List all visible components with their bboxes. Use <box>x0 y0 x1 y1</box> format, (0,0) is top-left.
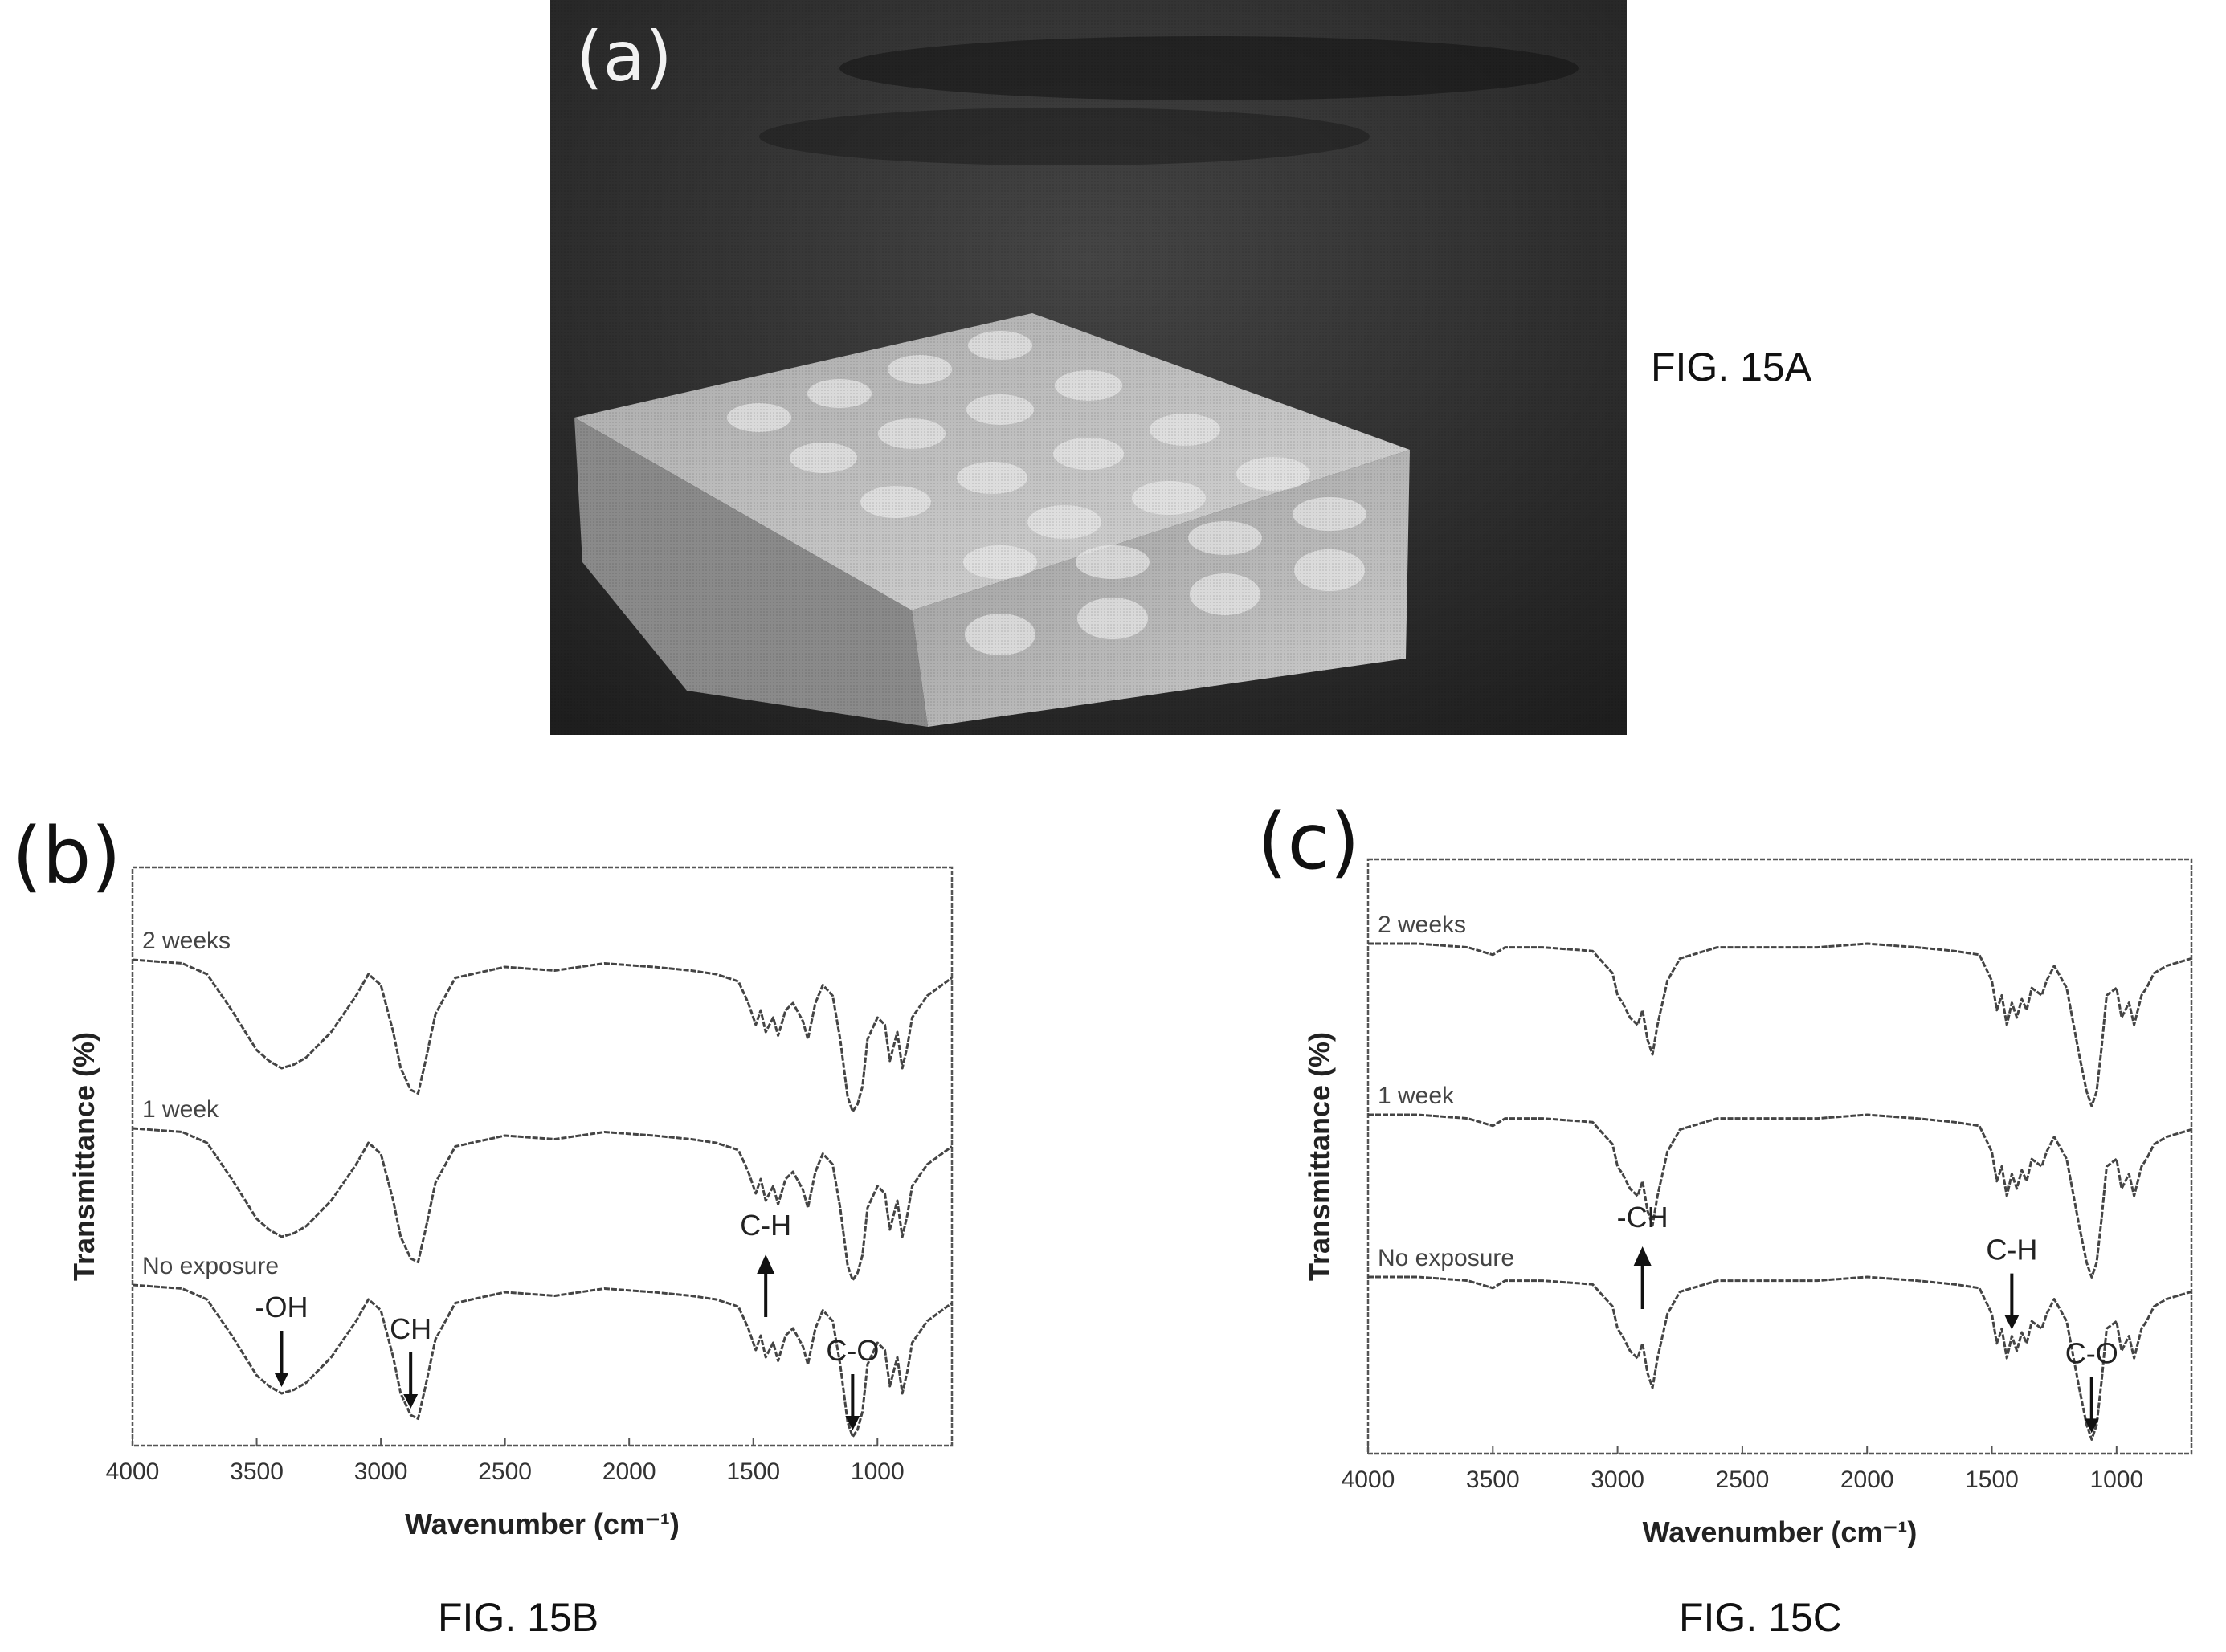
arrow-head-icon <box>1633 1246 1652 1266</box>
annotation: -OH <box>255 1291 308 1387</box>
annotation: C-H <box>1986 1234 2037 1330</box>
annotation-label: C-H <box>740 1209 791 1242</box>
x-tick-label: 3000 <box>1591 1466 1644 1493</box>
series-line <box>132 1283 953 1438</box>
x-tick-label: 3500 <box>230 1458 284 1485</box>
annotation: C-H <box>740 1209 791 1317</box>
annotation-label: CH <box>390 1312 431 1345</box>
panel-letter-b: (b) <box>12 811 121 901</box>
annotation-label: C-H <box>1986 1234 2037 1267</box>
x-tick-label: 2500 <box>1716 1466 1770 1493</box>
annotation-label: -CH <box>1617 1201 1668 1234</box>
x-tick-label: 3000 <box>354 1458 408 1485</box>
x-tick-label: 4000 <box>106 1458 160 1485</box>
arrow-head-icon <box>274 1373 289 1387</box>
series-label: 1 week <box>1378 1083 1455 1109</box>
y-axis-title: Transmittance (%) <box>67 1032 100 1281</box>
arrow-head-icon <box>845 1416 860 1430</box>
ftir-chart-c-svg: 4000 3500 3000 2500 2000 1500 1000 Wavenumber (… <box>1303 858 2193 1548</box>
x-tick-label: 2500 <box>478 1458 532 1485</box>
annotation-label: C-O <box>826 1334 879 1367</box>
annotation: CH <box>390 1312 431 1409</box>
series-line <box>132 1127 953 1282</box>
x-tick-label: 3500 <box>1466 1466 1520 1493</box>
foam-block-photo <box>550 0 1627 735</box>
panel-letter-c: (c) <box>1257 797 1360 887</box>
x-tick-label: 2000 <box>602 1458 656 1485</box>
series-label: No exposure <box>1378 1245 1514 1271</box>
x-tick-label: 4000 <box>1342 1466 1395 1493</box>
annotation: C-O <box>826 1334 879 1430</box>
series-label: 1 week <box>142 1096 219 1123</box>
plot-frame <box>131 866 954 1447</box>
series-line <box>132 958 953 1113</box>
arrow-head-icon <box>2004 1315 2020 1330</box>
series-label: 2 weeks <box>1378 912 1466 938</box>
panel-letter-a: (a) <box>576 17 672 97</box>
x-tick-label: 1000 <box>2089 1466 2143 1493</box>
figure-label-15b: FIG. 15B <box>438 1595 599 1640</box>
series-label: 2 weeks <box>142 928 231 954</box>
figure-label-15a: FIG. 15A <box>1651 345 1812 390</box>
series-line <box>1368 1275 2192 1441</box>
x-axis-title: Wavenumber (cm⁻¹) <box>405 1507 680 1540</box>
series-label: No exposure <box>142 1253 279 1279</box>
y-axis-title: Transmittance (%) <box>1303 1032 1336 1281</box>
annotation: C-O <box>2065 1336 2118 1434</box>
plot-frame <box>1366 858 2193 1455</box>
x-tick-label: 1000 <box>851 1458 905 1485</box>
annotation-label: C-O <box>2065 1336 2118 1369</box>
arrow-head-icon <box>757 1254 775 1274</box>
ftir-chart-b: 4000 3500 3000 2500 2000 1500 1000 Wavenumber (… <box>48 851 980 1578</box>
x-tick-label: 1500 <box>726 1458 780 1485</box>
figure-label-15c: FIG. 15C <box>1679 1595 1842 1640</box>
series-line <box>1368 1113 2192 1279</box>
annotation-label: -OH <box>255 1291 308 1324</box>
x-axis-title: Wavenumber (cm⁻¹) <box>1643 1515 1918 1548</box>
arrow-head-icon <box>403 1394 419 1409</box>
x-tick-label: 2000 <box>1840 1466 1894 1493</box>
arrow-head-icon <box>2084 1418 2099 1434</box>
photo-panel-a: (a) <box>550 0 1627 735</box>
ftir-chart-b-svg: 4000 3500 3000 2500 2000 1500 1000 Wavenumber (… <box>67 866 954 1540</box>
annotation: -CH <box>1617 1201 1668 1309</box>
series-line <box>1368 942 2192 1107</box>
x-tick-label: 1500 <box>1965 1466 2019 1493</box>
ftir-chart-c: 4000 3500 3000 2500 2000 1500 1000 Wavenumber (… <box>1281 843 2213 1578</box>
